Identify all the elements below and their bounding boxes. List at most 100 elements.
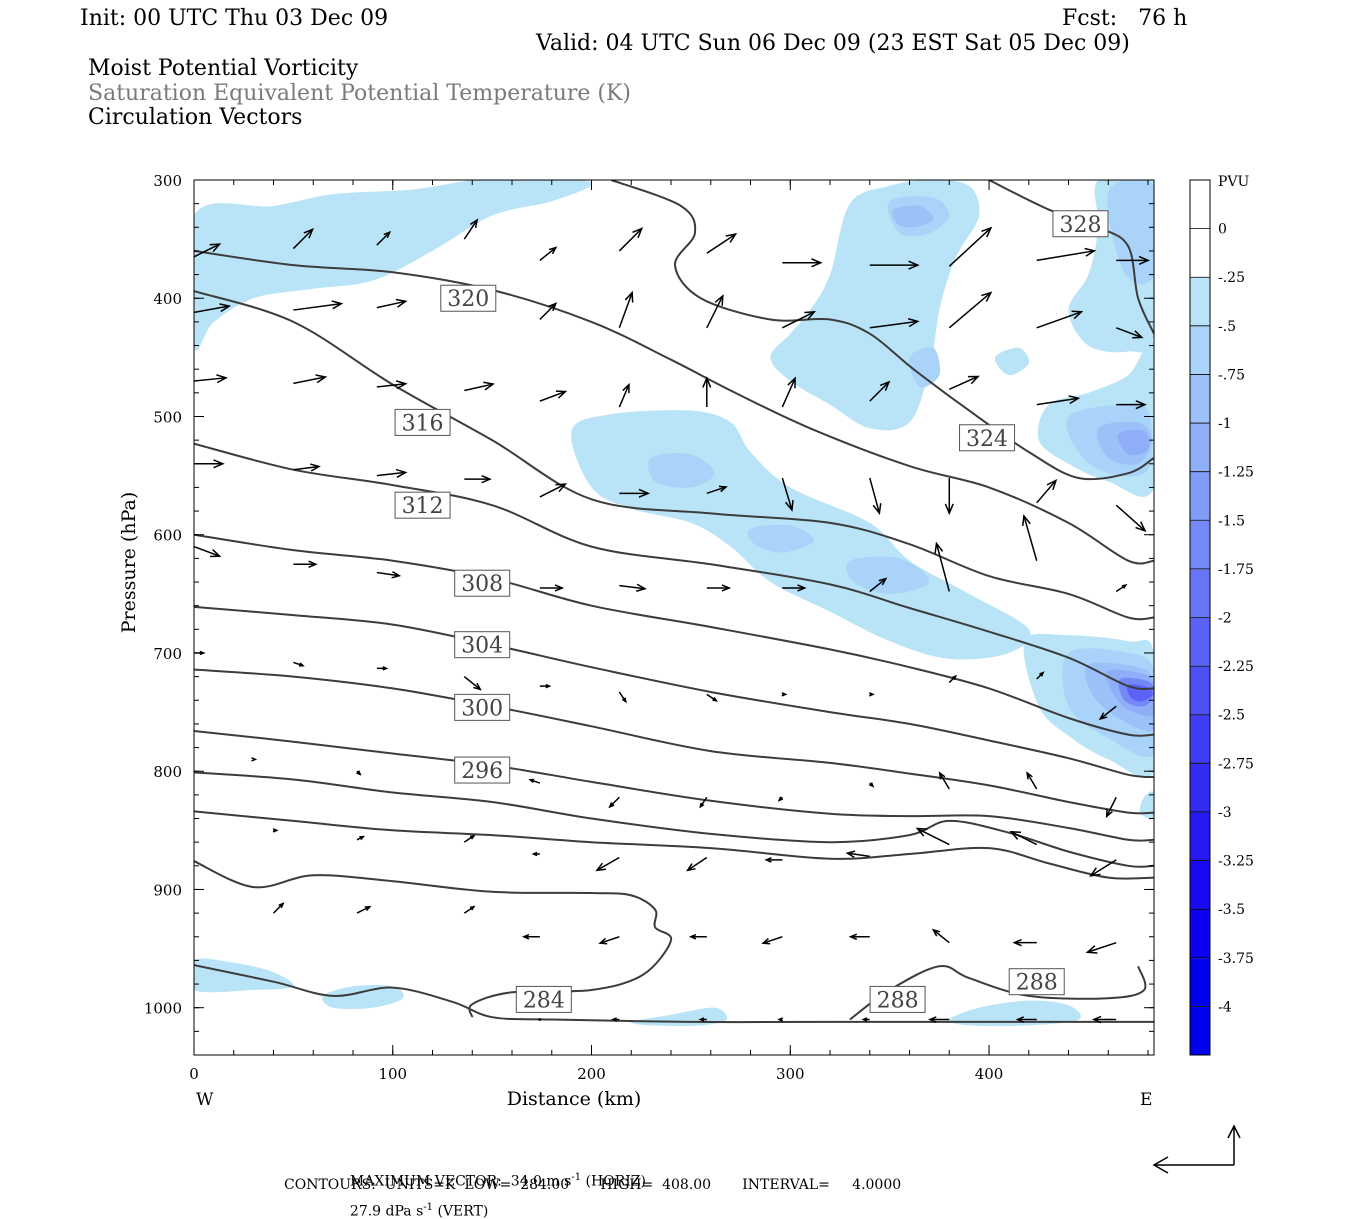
vector-10	[1036, 247, 1097, 262]
colorbar-band-9	[1190, 617, 1210, 667]
vector-29	[618, 382, 630, 408]
vector-shaft-43	[781, 477, 793, 511]
vector-head-3	[469, 218, 479, 228]
vector-shaft-37	[293, 465, 320, 471]
vector-28	[539, 390, 568, 402]
vector-head-93	[1089, 867, 1101, 877]
vector-31	[781, 376, 796, 408]
vector-81	[1026, 771, 1038, 790]
vector-shaft-42	[706, 486, 727, 495]
vector-shaft-13	[293, 302, 342, 311]
vector-80	[938, 771, 950, 790]
vector-shaft-0	[194, 243, 220, 258]
field-theta-es: Saturation Equivalent Potential Temperat…	[88, 81, 631, 106]
vector-head-107	[698, 1017, 705, 1022]
x-end-east: E	[1140, 1090, 1152, 1110]
vector-104	[1085, 941, 1117, 954]
vector-head-104	[1085, 945, 1098, 954]
contour-line-6	[194, 605, 1154, 779]
vector-head-110	[928, 1016, 937, 1023]
vector-head-45	[944, 503, 954, 516]
vector-38	[376, 468, 408, 478]
vector-head-4	[548, 246, 558, 255]
vector-head-31	[787, 376, 796, 389]
vector-shaft-50	[376, 571, 400, 577]
vector-head-30	[702, 376, 712, 388]
vector-head-109	[861, 1017, 868, 1022]
vector-head-29	[622, 382, 630, 394]
pv-region-11	[1139, 791, 1154, 820]
vector-shaft-33	[948, 375, 979, 390]
contour-label-4: 316	[402, 411, 444, 436]
vector-83	[272, 828, 279, 833]
vector-shaft-94	[272, 902, 284, 914]
vector-head-0	[209, 243, 222, 253]
vector-head-66	[712, 696, 718, 702]
colorbar-label-2: -.5	[1218, 319, 1236, 335]
contour-label-box-7	[454, 631, 511, 659]
vector-head-111	[1015, 1016, 1025, 1023]
contour-line-10	[194, 810, 1154, 880]
vector-68	[869, 692, 875, 697]
pv-region-10	[994, 347, 1030, 376]
colorbar-band-15	[1190, 909, 1210, 958]
vector-head-103	[1012, 938, 1022, 947]
ytick-label-3: 600	[153, 527, 182, 545]
vector-2	[376, 230, 392, 246]
vector-shaft-26	[376, 382, 406, 388]
contour-label-5: 312	[402, 494, 444, 519]
vector-shaft-10	[1036, 250, 1095, 262]
vector-head-106	[611, 1017, 617, 1022]
vector-110	[928, 1016, 950, 1023]
vector-22	[1036, 310, 1084, 329]
vector-shaft-3	[463, 219, 478, 240]
vector-95	[356, 905, 372, 914]
contour-line-3	[194, 290, 1154, 621]
vector-head-34	[1068, 395, 1081, 405]
vector-shaft-40	[539, 483, 566, 498]
contour-line-11	[194, 860, 673, 1018]
vector-head-24	[216, 374, 228, 384]
vector-shaft-18	[706, 295, 724, 329]
vector-65	[618, 691, 627, 704]
contour-label-3: 320	[447, 287, 489, 312]
vector-106	[611, 1017, 620, 1022]
vector-head-76	[608, 802, 615, 809]
vert-legend-arrowhead	[1227, 1124, 1241, 1139]
vector-shaft-82	[1105, 796, 1117, 817]
vector-75	[528, 778, 541, 784]
vector-97	[521, 933, 540, 940]
vector-67	[781, 692, 788, 697]
vector-head-108	[777, 1017, 784, 1022]
vector-head-80	[938, 771, 946, 780]
contour-label-8: 300	[461, 696, 503, 721]
vector-34	[1036, 395, 1081, 406]
contour-label-box-3	[440, 284, 497, 312]
x-end-west: W	[196, 1090, 214, 1110]
pv-region-0	[194, 180, 593, 351]
vector-11	[1116, 255, 1151, 265]
colorbar-label-1: -.25	[1218, 270, 1245, 286]
vector-head-39	[481, 474, 492, 484]
vector-shaft-21	[948, 292, 992, 329]
vector-head-67	[781, 692, 788, 697]
vector-16	[539, 302, 558, 321]
xtick-label-0: 0	[189, 1065, 199, 1083]
vector-18	[706, 294, 724, 329]
axes: 300 400 500 600 700 800 900 1000 0 100 200 300 400 W E…	[118, 172, 1154, 1110]
vector-105	[538, 1018, 542, 1021]
vector-93	[1089, 859, 1117, 877]
vector-head-64	[545, 683, 552, 689]
vector-head-79	[868, 782, 875, 788]
colorbar-label-0: 0	[1218, 222, 1227, 238]
pv-region-24	[1117, 429, 1150, 456]
vector-head-63	[473, 682, 482, 691]
contour-line-5	[194, 533, 1154, 737]
field-vectors: Circulation Vectors	[88, 105, 303, 130]
vector-shaft-80	[939, 772, 950, 790]
vector-46	[1036, 478, 1058, 504]
vector-head-54	[721, 584, 732, 592]
contour-label-box-8	[454, 693, 511, 721]
colorbar-label-11: -2.75	[1218, 756, 1254, 772]
vector-head-38	[395, 468, 408, 478]
